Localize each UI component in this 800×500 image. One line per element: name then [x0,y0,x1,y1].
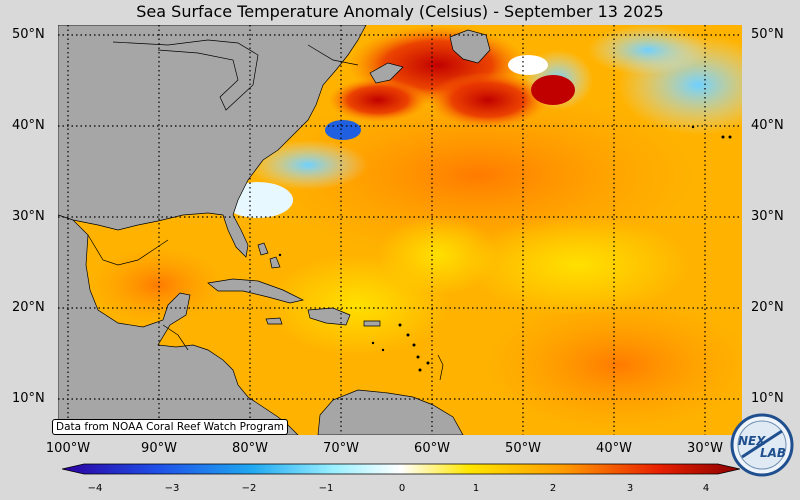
lat-label-left-40: 40°N [12,118,45,133]
lesser-antilles [278,125,732,372]
colorbar-tick: −1 [318,483,334,494]
lon-label-30w: 30°W [687,441,723,456]
lat-label-right-30: 30°N [751,209,784,224]
graticule [58,25,742,435]
lon-label-100w: 100°W [45,441,91,456]
colorbar-tick: 2 [549,483,557,494]
colorbar-tick: −2 [241,483,257,494]
colorbar-tick: −4 [87,483,103,494]
svg-text:LAB: LAB [760,446,786,460]
lon-label-80w: 80°W [232,441,268,456]
lat-label-right-20: 20°N [751,300,784,315]
lat-label-right-10: 10°N [751,391,784,406]
lon-label-90w: 90°W [141,441,177,456]
colorbar-tick: 4 [702,483,710,494]
lon-label-60w: 60°W [414,441,450,456]
land [58,25,491,435]
colorbar-tick: 1 [472,483,480,494]
anomaly-field [58,25,742,435]
lat-label-left-20: 20°N [12,300,45,315]
svg-text:NEX: NEX [738,434,766,448]
colorbar-tick: 0 [398,483,406,494]
colorbar-tick: 3 [626,483,634,494]
map-title: Sea Surface Temperature Anomaly (Celsius… [136,2,664,21]
sst-anomaly-map [58,25,742,435]
colorbar [62,463,740,475]
lon-label-50w: 50°W [505,441,541,456]
borders [87,39,444,381]
nexlab-logo: NEX LAB [730,413,794,477]
colorbar-tick: −3 [164,483,180,494]
lat-label-left-30: 30°N [12,209,45,224]
data-credit: Data from NOAA Coral Reef Watch Program [52,419,288,435]
lon-label-40w: 40°W [596,441,632,456]
lon-label-70w: 70°W [323,441,359,456]
lat-label-left-50: 50°N [12,27,45,42]
lat-label-right-40: 40°N [751,118,784,133]
lat-label-left-10: 10°N [12,391,45,406]
lat-label-right-50: 50°N [751,27,784,42]
